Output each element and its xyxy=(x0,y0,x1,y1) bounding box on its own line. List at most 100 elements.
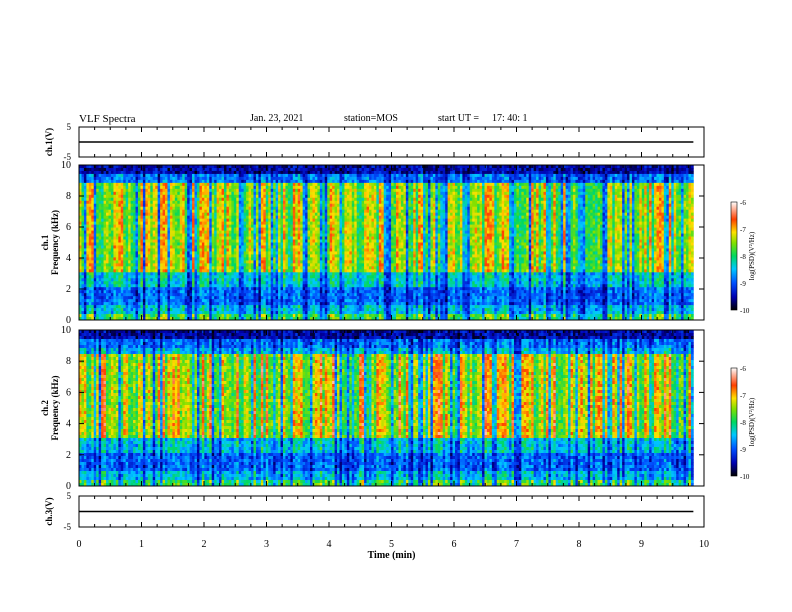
spectrogram-cell xyxy=(445,179,448,184)
spectrogram-cell xyxy=(543,194,547,199)
spectrogram-cell xyxy=(147,212,151,217)
spectrogram-cell xyxy=(678,176,682,181)
spectrogram-cell xyxy=(206,182,210,187)
spectrogram-cell xyxy=(479,197,483,202)
spectrogram-cell xyxy=(511,191,515,196)
spectrogram-cell xyxy=(501,173,505,178)
spectrogram-cell xyxy=(617,203,620,208)
spectrogram-cell xyxy=(523,176,527,181)
spectrogram-cell xyxy=(216,165,220,169)
spectrogram-cell xyxy=(241,185,244,190)
spectrogram-cell xyxy=(636,218,640,222)
spectrogram-cell xyxy=(459,188,463,193)
spectrogram-cell xyxy=(486,167,490,172)
spectrogram-cell xyxy=(656,170,660,175)
spectrogram-cell xyxy=(265,182,269,187)
spectrogram-cell xyxy=(688,170,692,175)
spectrogram-cell xyxy=(452,191,456,196)
spectrogram-cell xyxy=(410,209,414,214)
spectrogram-cell xyxy=(619,167,623,172)
spectrogram-cell xyxy=(681,194,684,199)
spectrogram-cell xyxy=(194,215,198,219)
spectrogram-cell xyxy=(474,185,478,190)
spectrogram-cell xyxy=(88,176,92,181)
spectrogram-cell xyxy=(106,218,109,222)
spectrogram-cell xyxy=(408,200,412,205)
spectrogram-cell xyxy=(206,215,210,219)
spectrogram-cell xyxy=(344,221,348,225)
spectrogram-cell xyxy=(295,191,299,196)
spectrogram-cell xyxy=(563,191,566,196)
spectrogram-cell xyxy=(469,218,473,222)
spectrogram-cell xyxy=(624,218,628,222)
spectrogram-cell xyxy=(346,182,350,187)
spectrogram-cell xyxy=(543,203,547,208)
spectrogram-cell xyxy=(376,221,380,225)
spectrogram-cell xyxy=(88,170,92,175)
spectrogram-cell xyxy=(415,215,419,219)
spectrogram-cell xyxy=(511,176,515,181)
spectrogram-cell xyxy=(189,167,193,172)
spectrogram-cell xyxy=(501,170,505,175)
spectrogram-cell xyxy=(307,188,311,193)
spectrogram-cell xyxy=(595,206,598,211)
spectrogram-cell xyxy=(113,188,117,193)
spectrogram-cell xyxy=(686,212,689,217)
spectrogram-cell xyxy=(233,176,237,181)
spectrogram-cell xyxy=(636,194,640,199)
spectrogram-cell xyxy=(396,170,399,175)
spectrogram-cell xyxy=(526,209,530,214)
spectrogram-cell xyxy=(211,200,215,205)
spectrogram-cell xyxy=(253,218,257,222)
spectrogram-cell xyxy=(572,170,576,175)
spectrogram-cell xyxy=(430,185,434,190)
spectrogram-cell xyxy=(341,200,345,205)
spectrogram-cell xyxy=(690,191,694,196)
spectrogram-cell xyxy=(609,173,613,178)
spectrogram-cell xyxy=(624,173,628,178)
spectrogram-cell xyxy=(491,179,495,184)
spectrogram-cell xyxy=(226,185,230,190)
spectrogram-cell xyxy=(496,185,500,190)
spectrogram-cell xyxy=(513,197,517,202)
spectrogram-cell xyxy=(184,197,188,202)
spectrogram-cell xyxy=(511,197,515,202)
spectrogram-cell xyxy=(486,173,490,178)
spectrogram-cell xyxy=(324,188,328,193)
spectrogram-cell xyxy=(273,212,276,217)
spectrogram-cell xyxy=(204,191,208,196)
spectrogram-cell xyxy=(450,188,453,193)
spectrogram-cell xyxy=(563,185,566,190)
spectrogram-cell xyxy=(457,206,461,211)
spectrogram-cell xyxy=(155,200,158,205)
spectrogram-cell xyxy=(88,182,92,187)
spectrogram-cell xyxy=(135,191,139,196)
spectrogram-cell xyxy=(334,194,338,199)
spectrogram-cell xyxy=(221,215,225,219)
spectrogram-cell xyxy=(486,197,490,202)
spectrogram-cell xyxy=(673,212,677,217)
spectrogram-cell xyxy=(585,165,589,169)
spectrogram-cell xyxy=(337,221,340,225)
spectrogram-cell xyxy=(403,185,407,190)
spectrogram-cell xyxy=(187,182,190,187)
spectrogram-cell xyxy=(167,179,171,184)
spectrogram-cell xyxy=(437,194,441,199)
spectrogram-cell xyxy=(548,173,552,178)
spectrogram-cell xyxy=(381,185,385,190)
spectrogram-cell xyxy=(305,221,308,225)
spectrogram-cell xyxy=(523,188,527,193)
spectrogram-cell xyxy=(398,176,402,181)
spectrogram-cell xyxy=(688,188,692,193)
spectrogram-cell xyxy=(631,182,635,187)
spectrogram-cell xyxy=(128,203,131,208)
spectrogram-cell xyxy=(405,200,409,205)
spectrogram-cell xyxy=(103,215,107,219)
spectrogram-cell xyxy=(452,173,456,178)
spectrogram-cell xyxy=(101,165,104,169)
spectrogram-cell xyxy=(147,215,151,219)
spectrogram-cell xyxy=(174,182,178,187)
spectrogram-cell xyxy=(526,165,530,169)
spectrogram-cell xyxy=(619,194,623,199)
spectrogram-cell xyxy=(383,218,387,222)
